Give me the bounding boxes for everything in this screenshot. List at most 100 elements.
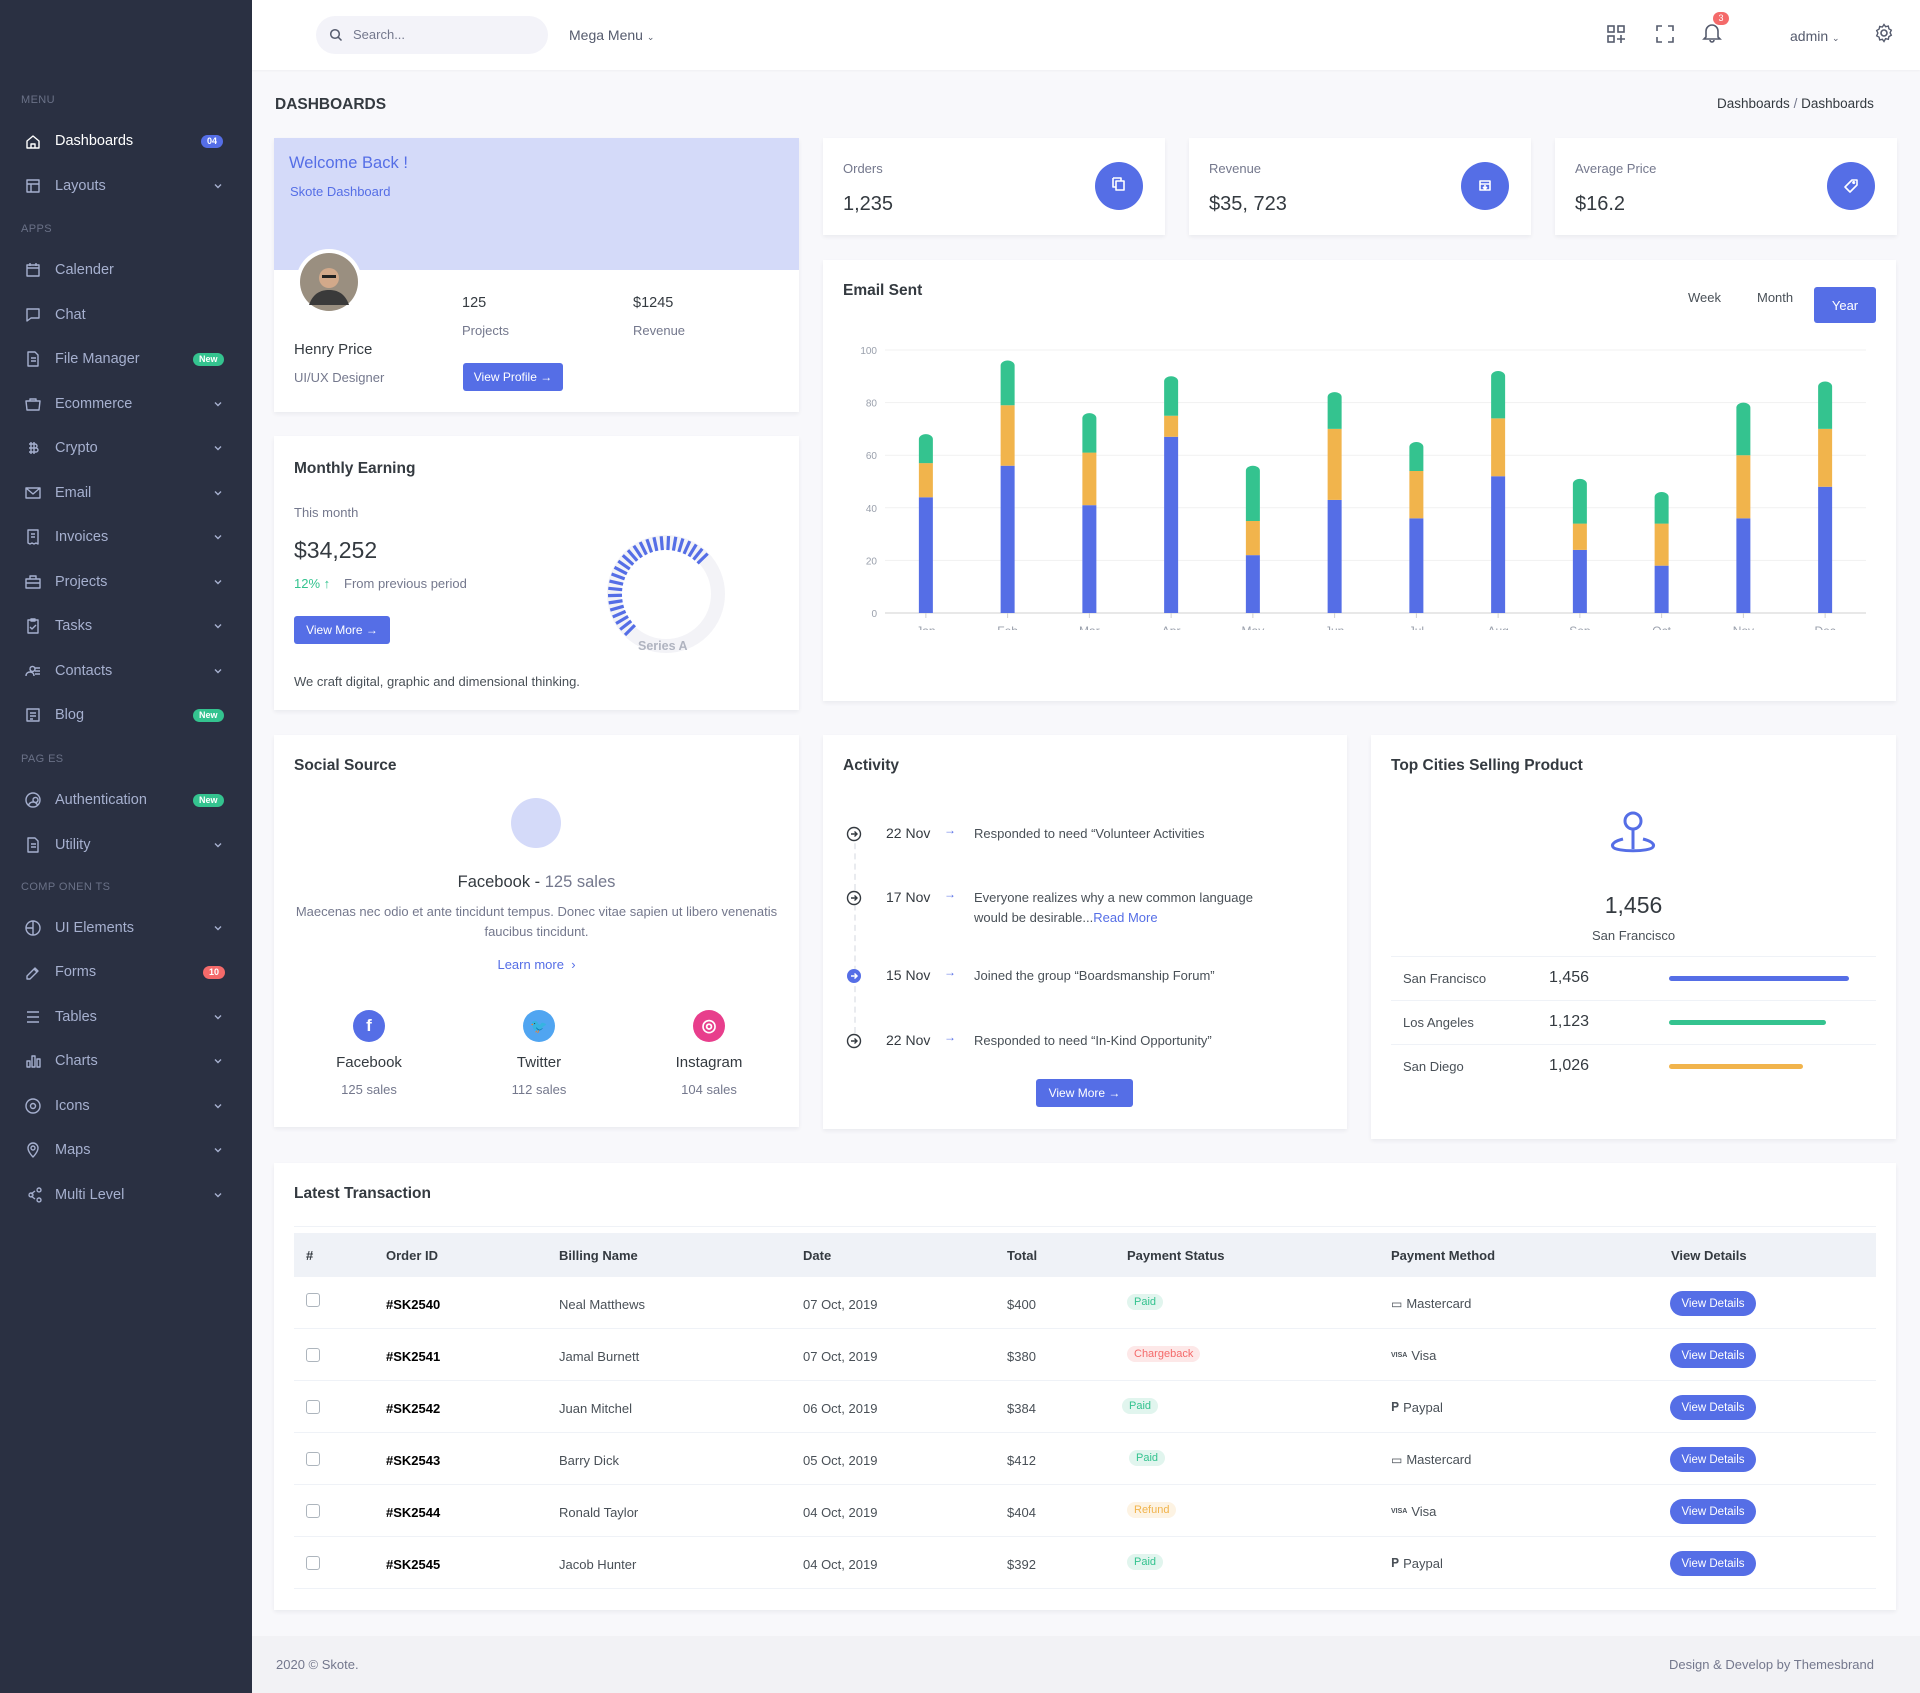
gauge-tick — [623, 623, 637, 637]
share-icon — [28, 1187, 42, 1203]
learn-more-link[interactable]: Learn more › — [274, 957, 799, 972]
activity-item: 15 Nov → Joined the group “Boardsmanship F… — [823, 965, 1347, 1005]
chevron-down-icon — [214, 580, 222, 585]
sidebar-item-forms[interactable]: Forms 10 — [0, 954, 252, 990]
social-item-twitter[interactable]: 🐦 Twitter 112 sales — [464, 1010, 614, 1110]
sidebar-item-blog[interactable]: Blog New — [0, 697, 252, 733]
bar-segment — [1736, 455, 1751, 519]
tab-week[interactable]: Week — [1688, 290, 1721, 305]
revenue-value: $1245 — [633, 295, 674, 311]
settings-gear-icon[interactable] — [1874, 23, 1894, 43]
sidebar-item-calender[interactable]: Calender — [0, 252, 252, 288]
sidebar-badge: 04 — [201, 134, 224, 148]
bar-segment — [1327, 428, 1342, 500]
sidebar-item-ecommerce[interactable]: Ecommerce — [0, 386, 252, 422]
view-details-button[interactable]: View Details — [1670, 1291, 1756, 1316]
sidebar-item-tasks[interactable]: Tasks — [0, 608, 252, 644]
sidebar-item-label: Layouts — [55, 178, 106, 194]
arrow-right-icon: → — [944, 1030, 956, 1044]
city-name: San Diego — [1403, 1059, 1464, 1074]
view-details-button[interactable]: View Details — [1670, 1343, 1756, 1368]
search-input[interactable]: Search... — [316, 16, 548, 54]
sidebar-item-invoices[interactable]: Invoices — [0, 519, 252, 555]
tab-year[interactable]: Year — [1814, 287, 1876, 323]
sidebar-item-maps[interactable]: Maps — [0, 1132, 252, 1168]
notification-bell-icon[interactable] — [1701, 21, 1723, 43]
view-more-button[interactable]: View More → — [294, 616, 390, 644]
x-tick-label: Dec — [1814, 624, 1835, 630]
fullscreen-icon[interactable] — [1655, 24, 1675, 44]
read-more-link[interactable]: Read More — [1093, 910, 1158, 925]
gauge-tick — [696, 552, 709, 565]
chevron-down-icon — [214, 843, 222, 848]
y-tick-label: 80 — [866, 399, 878, 410]
x-tick-label: Oct — [1652, 624, 1671, 630]
social-item-facebook[interactable]: f Facebook 125 sales — [294, 1010, 444, 1110]
view-details-button[interactable]: View Details — [1670, 1395, 1756, 1420]
divider — [294, 1226, 1876, 1227]
view-details-button[interactable]: View Details — [1670, 1551, 1756, 1576]
sidebar-item-tables[interactable]: Tables — [0, 999, 252, 1035]
activity-text: Responded to need “In-Kind Opportunity” — [974, 1033, 1212, 1048]
sidebar-item-icons[interactable]: Icons — [0, 1088, 252, 1124]
payment-method: 𝐏 Paypal — [1391, 1556, 1443, 1571]
bar-segment — [1491, 371, 1506, 419]
tab-month[interactable]: Month — [1757, 290, 1794, 305]
sidebar-item-label: Ecommerce — [55, 396, 133, 412]
row-checkbox[interactable] — [306, 1504, 320, 1518]
sidebar-item-projects[interactable]: Projects — [0, 564, 252, 600]
sidebar-item-label: Projects — [55, 574, 108, 590]
apps-grid-icon[interactable] — [1606, 24, 1626, 44]
chevron-down-icon — [214, 446, 222, 451]
social-item-instagram[interactable]: ◎ Instagram 104 sales — [634, 1010, 784, 1110]
contacts-icon — [25, 665, 40, 677]
row-checkbox[interactable] — [306, 1400, 320, 1414]
cell-name: Jacob Hunter — [559, 1557, 637, 1572]
sidebar-item-crypto[interactable]: Crypto — [0, 430, 252, 466]
view-details-button[interactable]: View Details — [1670, 1499, 1756, 1524]
sidebar-item-email[interactable]: Email — [0, 475, 252, 511]
sidebar-item-layouts[interactable]: Layouts — [0, 168, 252, 204]
latest-transaction-card: Latest Transaction # Order ID Billing Name… — [274, 1163, 1896, 1610]
card-title: Email Sent — [843, 282, 923, 299]
row-checkbox[interactable] — [306, 1452, 320, 1466]
x-tick-label: Sep — [1569, 624, 1591, 630]
gauge-tick — [617, 559, 631, 571]
user-menu[interactable]: admin ⌄ — [1790, 28, 1840, 44]
sidebar-item-utility[interactable]: Utility — [0, 827, 252, 863]
table-row: #SK2544 Ronald Taylor 04 Oct, 2019 $404 Refu… — [294, 1485, 1876, 1537]
stat-card-orders: Orders 1,235 — [823, 138, 1165, 235]
chevron-down-icon: ⌄ — [1832, 33, 1840, 43]
view-profile-button[interactable]: View Profile → — [463, 363, 563, 391]
sidebar-item-file-manager[interactable]: File Manager New — [0, 341, 252, 377]
sidebar-item-authentication[interactable]: Authentication New — [0, 782, 252, 818]
bar-segment — [1818, 486, 1833, 613]
sidebar-item-multi-level[interactable]: Multi Level — [0, 1177, 252, 1213]
social-circle-avatar — [511, 798, 561, 848]
row-checkbox[interactable] — [306, 1348, 320, 1362]
activity-view-more-button[interactable]: View More → — [1036, 1079, 1133, 1107]
sidebar-item-contacts[interactable]: Contacts — [0, 653, 252, 689]
sidebar-item-chat[interactable]: Chat — [0, 297, 252, 333]
bar-segment — [1654, 492, 1669, 524]
row-checkbox[interactable] — [306, 1556, 320, 1570]
view-details-button[interactable]: View Details — [1670, 1447, 1756, 1472]
activity-date: 15 Nov — [886, 967, 931, 983]
visa-icon: VISA — [1391, 1352, 1408, 1359]
cell-date: 07 Oct, 2019 — [803, 1349, 878, 1364]
gauge-tick — [609, 579, 624, 586]
chevron-down-icon — [214, 184, 222, 189]
cell-total: $404 — [1007, 1505, 1036, 1520]
home-icon — [26, 135, 40, 149]
projects-value: 125 — [462, 295, 487, 311]
sidebar-item-ui-elements[interactable]: UI Elements — [0, 910, 252, 946]
bar-segment — [1409, 470, 1424, 519]
breadcrumb-link[interactable]: Dashboards — [1717, 96, 1790, 111]
row-checkbox[interactable] — [306, 1293, 320, 1307]
sidebar-item-label: Maps — [55, 1142, 91, 1158]
sidebar-item-dashboards[interactable]: Dashboards 04 — [0, 123, 252, 159]
card-title: Monthly Earning — [294, 460, 416, 477]
list-icon — [27, 1011, 39, 1023]
sidebar-item-charts[interactable]: Charts — [0, 1043, 252, 1079]
mega-menu-button[interactable]: Mega Menu ⌄ — [569, 27, 654, 43]
